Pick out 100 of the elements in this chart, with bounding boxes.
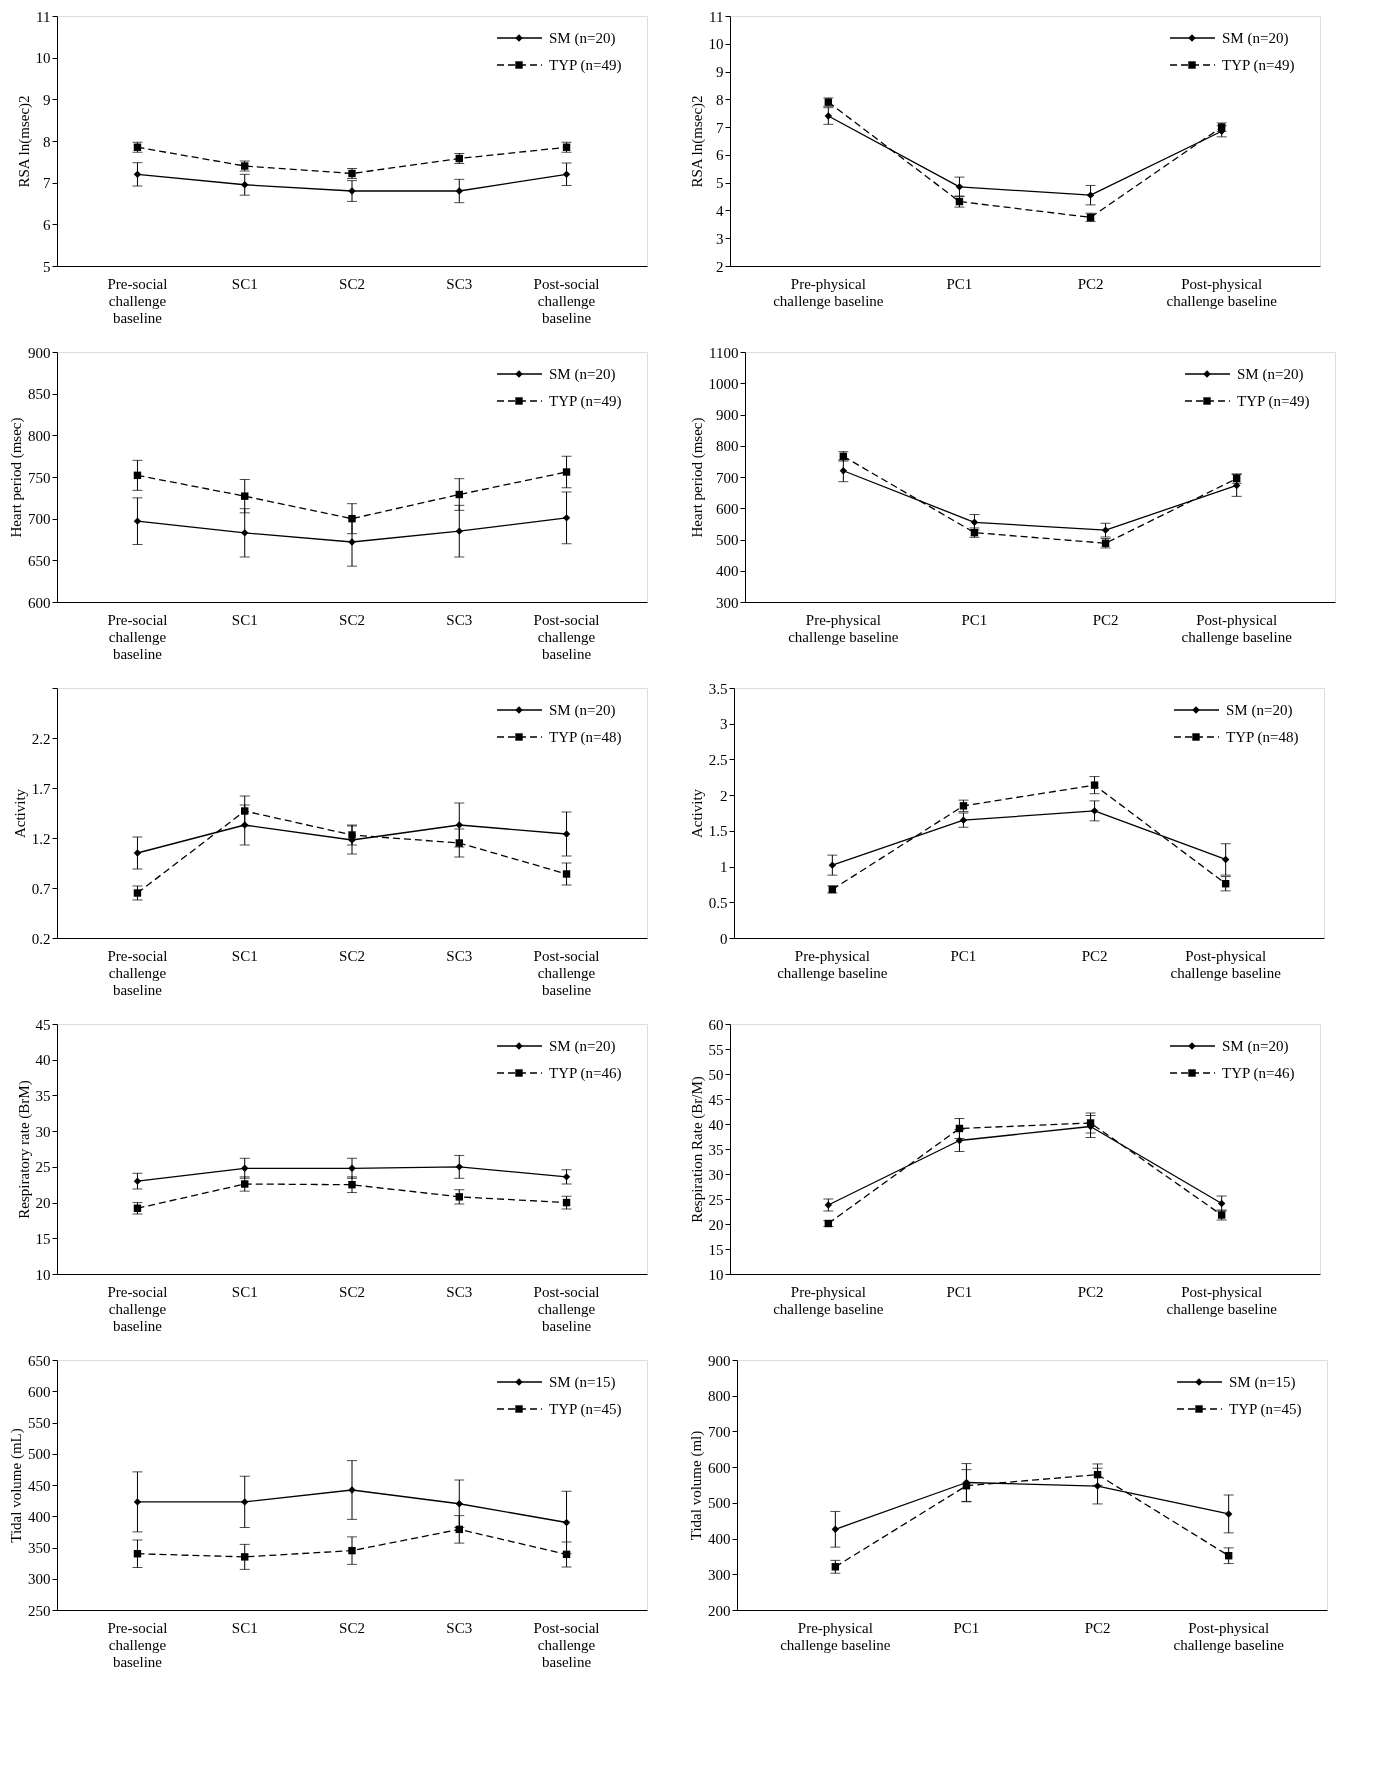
y-tick-label: 400 xyxy=(28,1508,51,1525)
x-tick-label: PC1 xyxy=(961,611,988,628)
y-tick-label: 550 xyxy=(28,1415,51,1431)
y-tick-label: 7 xyxy=(716,119,724,136)
x-tick-label: PC1 xyxy=(953,1619,980,1636)
y-tick-label: 3 xyxy=(720,716,728,733)
y-tick-label: 0.2 xyxy=(31,930,51,947)
point xyxy=(839,467,848,475)
y-tick-label: 8 xyxy=(43,133,51,150)
x-tick-label: Post-social challenge baseline xyxy=(533,1619,600,1670)
y-tick-label: 15 xyxy=(708,1241,724,1258)
x-tick-label: Post-social challenge baseline xyxy=(533,1283,600,1334)
y-tick-label: 500 xyxy=(708,1495,731,1512)
y-tick-label: 7 xyxy=(43,175,51,192)
x-tick-label: PC1 xyxy=(946,1283,973,1300)
y-tick-label: 500 xyxy=(716,532,739,548)
point xyxy=(562,1173,571,1181)
point xyxy=(348,831,356,839)
y-axis-title: Tidal volume (ml) xyxy=(688,1430,705,1541)
point xyxy=(1224,1510,1233,1518)
x-tick-label: Pre-social challenge baseline xyxy=(107,1619,168,1670)
y-tick-label: 900 xyxy=(28,344,51,361)
point xyxy=(133,1177,142,1185)
y-tick-label: 2.2 xyxy=(31,730,51,747)
x-tick-label: SC3 xyxy=(446,611,473,628)
point xyxy=(562,830,571,838)
point xyxy=(241,1180,249,1188)
point xyxy=(348,1181,356,1189)
legend-label: SM (n=20) xyxy=(549,702,616,719)
x-tick-label: PC2 xyxy=(1081,947,1108,964)
y-axis-title: Activity xyxy=(688,788,705,839)
point xyxy=(955,183,964,191)
x-tick-label: PC2 xyxy=(1092,611,1119,628)
y-tick-label: 2 xyxy=(720,787,728,804)
y-tick-label: 650 xyxy=(28,1352,51,1369)
y-tick-label: 3.5 xyxy=(708,680,728,697)
y-tick-label: 850 xyxy=(28,386,51,403)
point xyxy=(562,870,571,878)
point xyxy=(133,849,142,857)
y-tick-label: 30 xyxy=(708,1166,724,1183)
point xyxy=(455,527,463,535)
y-tick-label: 300 xyxy=(716,594,739,611)
y-tick-label: 6 xyxy=(43,216,51,233)
y-tick-label: 300 xyxy=(28,1571,51,1588)
point xyxy=(970,518,979,527)
x-tick-label: SC3 xyxy=(446,1283,473,1300)
y-tick-label: 200 xyxy=(708,1602,731,1619)
legend-label: TYP (n=45) xyxy=(1229,1401,1302,1418)
x-tick-label: Post-physical challenge baseline xyxy=(1166,275,1278,309)
x-tick-label: PC2 xyxy=(1077,1283,1104,1300)
y-tick-label: 1.2 xyxy=(31,830,51,847)
x-tick-label: Pre-social challenge baseline xyxy=(107,1283,168,1334)
legend-label: SM (n=20) xyxy=(1237,366,1304,383)
point xyxy=(1101,526,1110,534)
x-tick-label: SC1 xyxy=(231,611,258,628)
legend-label: TYP (n=48) xyxy=(1226,729,1299,746)
x-tick-label: Post-physical challenge baseline xyxy=(1170,947,1282,981)
y-tick-label: 300 xyxy=(708,1566,731,1583)
point xyxy=(828,861,837,869)
legend-label: SM (n=20) xyxy=(549,366,616,383)
y-tick-label: 9 xyxy=(43,91,51,108)
y-tick-label: 45 xyxy=(708,1091,724,1108)
y-tick-label: 35 xyxy=(708,1141,724,1158)
y-axis-title: Respiratory rate (BrM) xyxy=(15,1080,33,1219)
y-tick-label: 700 xyxy=(28,511,51,528)
legend-label: TYP (n=46) xyxy=(549,1065,622,1082)
legend-label: TYP (n=46) xyxy=(1222,1065,1295,1082)
y-tick-label: 45 xyxy=(35,1016,51,1033)
y-tick-label: 4 xyxy=(716,202,724,219)
point xyxy=(562,170,571,179)
point xyxy=(1221,855,1230,864)
y-tick-label: 1.7 xyxy=(31,780,51,797)
y-tick-label: 2.5 xyxy=(708,751,728,768)
y-tick-label: 40 xyxy=(35,1052,51,1069)
y-tick-label: 11 xyxy=(709,8,724,25)
point xyxy=(1217,1199,1226,1208)
x-tick-label: Pre-social challenge baseline xyxy=(107,275,168,326)
y-tick-label: 750 xyxy=(28,469,51,486)
point xyxy=(455,1500,463,1508)
x-tick-label: Post-social challenge baseline xyxy=(533,611,600,662)
y-tick-label: 900 xyxy=(716,407,739,423)
point xyxy=(348,514,356,523)
y-tick-label: 1.5 xyxy=(708,823,728,840)
x-tick-label: PC1 xyxy=(946,275,973,292)
x-tick-label: SC1 xyxy=(231,275,258,292)
point xyxy=(348,1546,356,1555)
y-tick-label: 450 xyxy=(28,1477,51,1494)
y-tick-label: 9 xyxy=(716,64,724,81)
x-tick-label: Post-social challenge baseline xyxy=(533,947,600,998)
y-axis-title: Activity xyxy=(11,788,28,839)
point xyxy=(562,514,571,522)
point xyxy=(1086,191,1095,199)
point xyxy=(133,170,142,179)
legend-label: SM (n=20) xyxy=(1222,30,1289,47)
x-tick-label: Post-social challenge baseline xyxy=(533,275,600,326)
x-tick-label: PC2 xyxy=(1077,275,1104,292)
x-tick-label: SC2 xyxy=(339,611,365,628)
y-tick-label: 60 xyxy=(708,1016,724,1033)
y-axis-title: Tidal volume (mL) xyxy=(8,1428,25,1543)
y-tick-label: 400 xyxy=(708,1531,731,1548)
